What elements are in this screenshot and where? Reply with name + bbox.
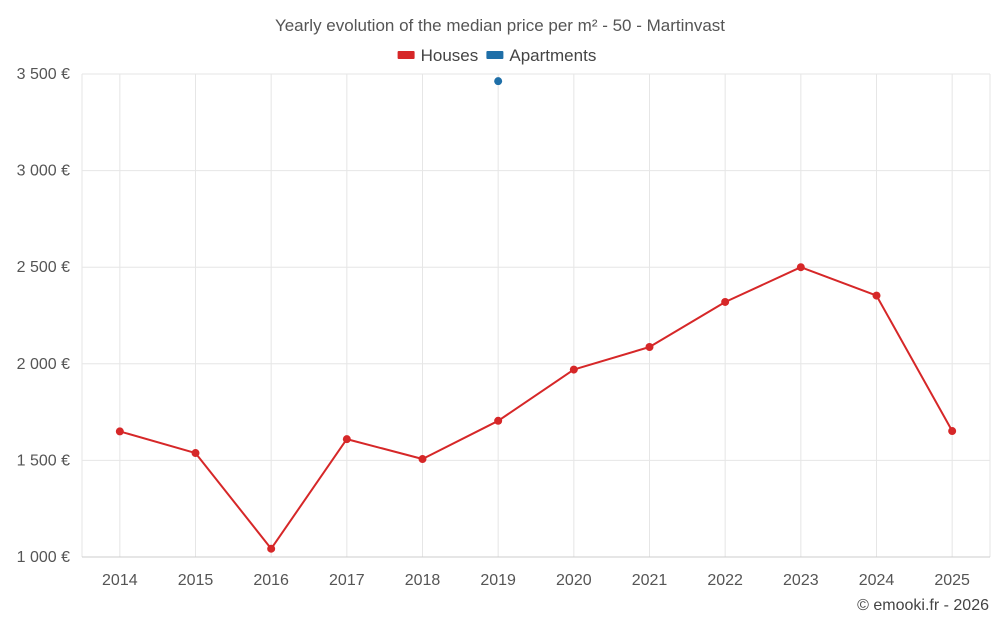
data-point-houses[interactable]	[948, 427, 957, 436]
y-tick-label: 3 000 €	[17, 163, 70, 180]
x-tick-label: 2023	[783, 572, 819, 589]
x-tick-label: 2018	[405, 572, 441, 589]
chart-title: Yearly evolution of the median price per…	[275, 16, 725, 35]
x-tick-label: 2019	[480, 572, 516, 589]
data-point-houses[interactable]	[721, 297, 730, 306]
data-point-houses[interactable]	[267, 544, 276, 553]
x-tick-label: 2021	[632, 572, 668, 589]
x-tick-label: 2017	[329, 572, 365, 589]
data-point-houses[interactable]	[418, 455, 427, 464]
data-point-houses[interactable]	[872, 291, 881, 300]
x-tick-label: 2020	[556, 572, 592, 589]
data-point-houses[interactable]	[569, 365, 578, 374]
x-axis: 2014 2015 2016 2017 2018 2019 2020 2021 2022 2023…	[82, 556, 990, 589]
series-layer	[115, 77, 957, 553]
x-tick-label: 2022	[707, 572, 743, 589]
data-point-houses[interactable]	[115, 427, 124, 436]
data-point-houses[interactable]	[342, 435, 351, 444]
y-axis: 1 000 € 1 500 € 2 000 € 2 500 € 3 000 € 3 500…	[17, 66, 70, 566]
chart-legend[interactable]: Houses Apartments	[397, 46, 597, 65]
y-tick-label: 1 000 €	[17, 549, 70, 566]
series-line-houses	[119, 266, 954, 550]
data-point-houses[interactable]	[645, 342, 654, 351]
data-point-houses[interactable]	[191, 449, 200, 458]
data-point-houses[interactable]	[494, 416, 503, 425]
y-tick-label: 2 000 €	[17, 356, 70, 373]
credit-text: © emooki.fr - 2026	[857, 597, 989, 614]
data-point-houses[interactable]	[796, 263, 805, 272]
data-point-apartments[interactable]	[494, 77, 503, 86]
legend-item-houses[interactable]: Houses	[397, 46, 479, 65]
x-tick-label: 2025	[934, 572, 970, 589]
series-apartments	[494, 77, 503, 86]
x-tick-label: 2024	[859, 572, 895, 589]
legend-label: Houses	[421, 46, 479, 65]
y-tick-label: 3 500 €	[17, 66, 70, 83]
x-tick-label: 2014	[102, 572, 138, 589]
grid	[81, 73, 991, 557]
series-houses	[115, 263, 957, 553]
x-tick-label: 2016	[253, 572, 289, 589]
y-tick-label: 2 500 €	[17, 259, 70, 276]
legend-label: Apartments	[509, 46, 596, 65]
legend-swatch	[397, 51, 415, 59]
x-tick-label: 2015	[178, 572, 214, 589]
y-tick-label: 1 500 €	[17, 452, 70, 469]
legend-swatch	[486, 51, 504, 59]
legend-item-apartments[interactable]: Apartments	[486, 46, 596, 65]
